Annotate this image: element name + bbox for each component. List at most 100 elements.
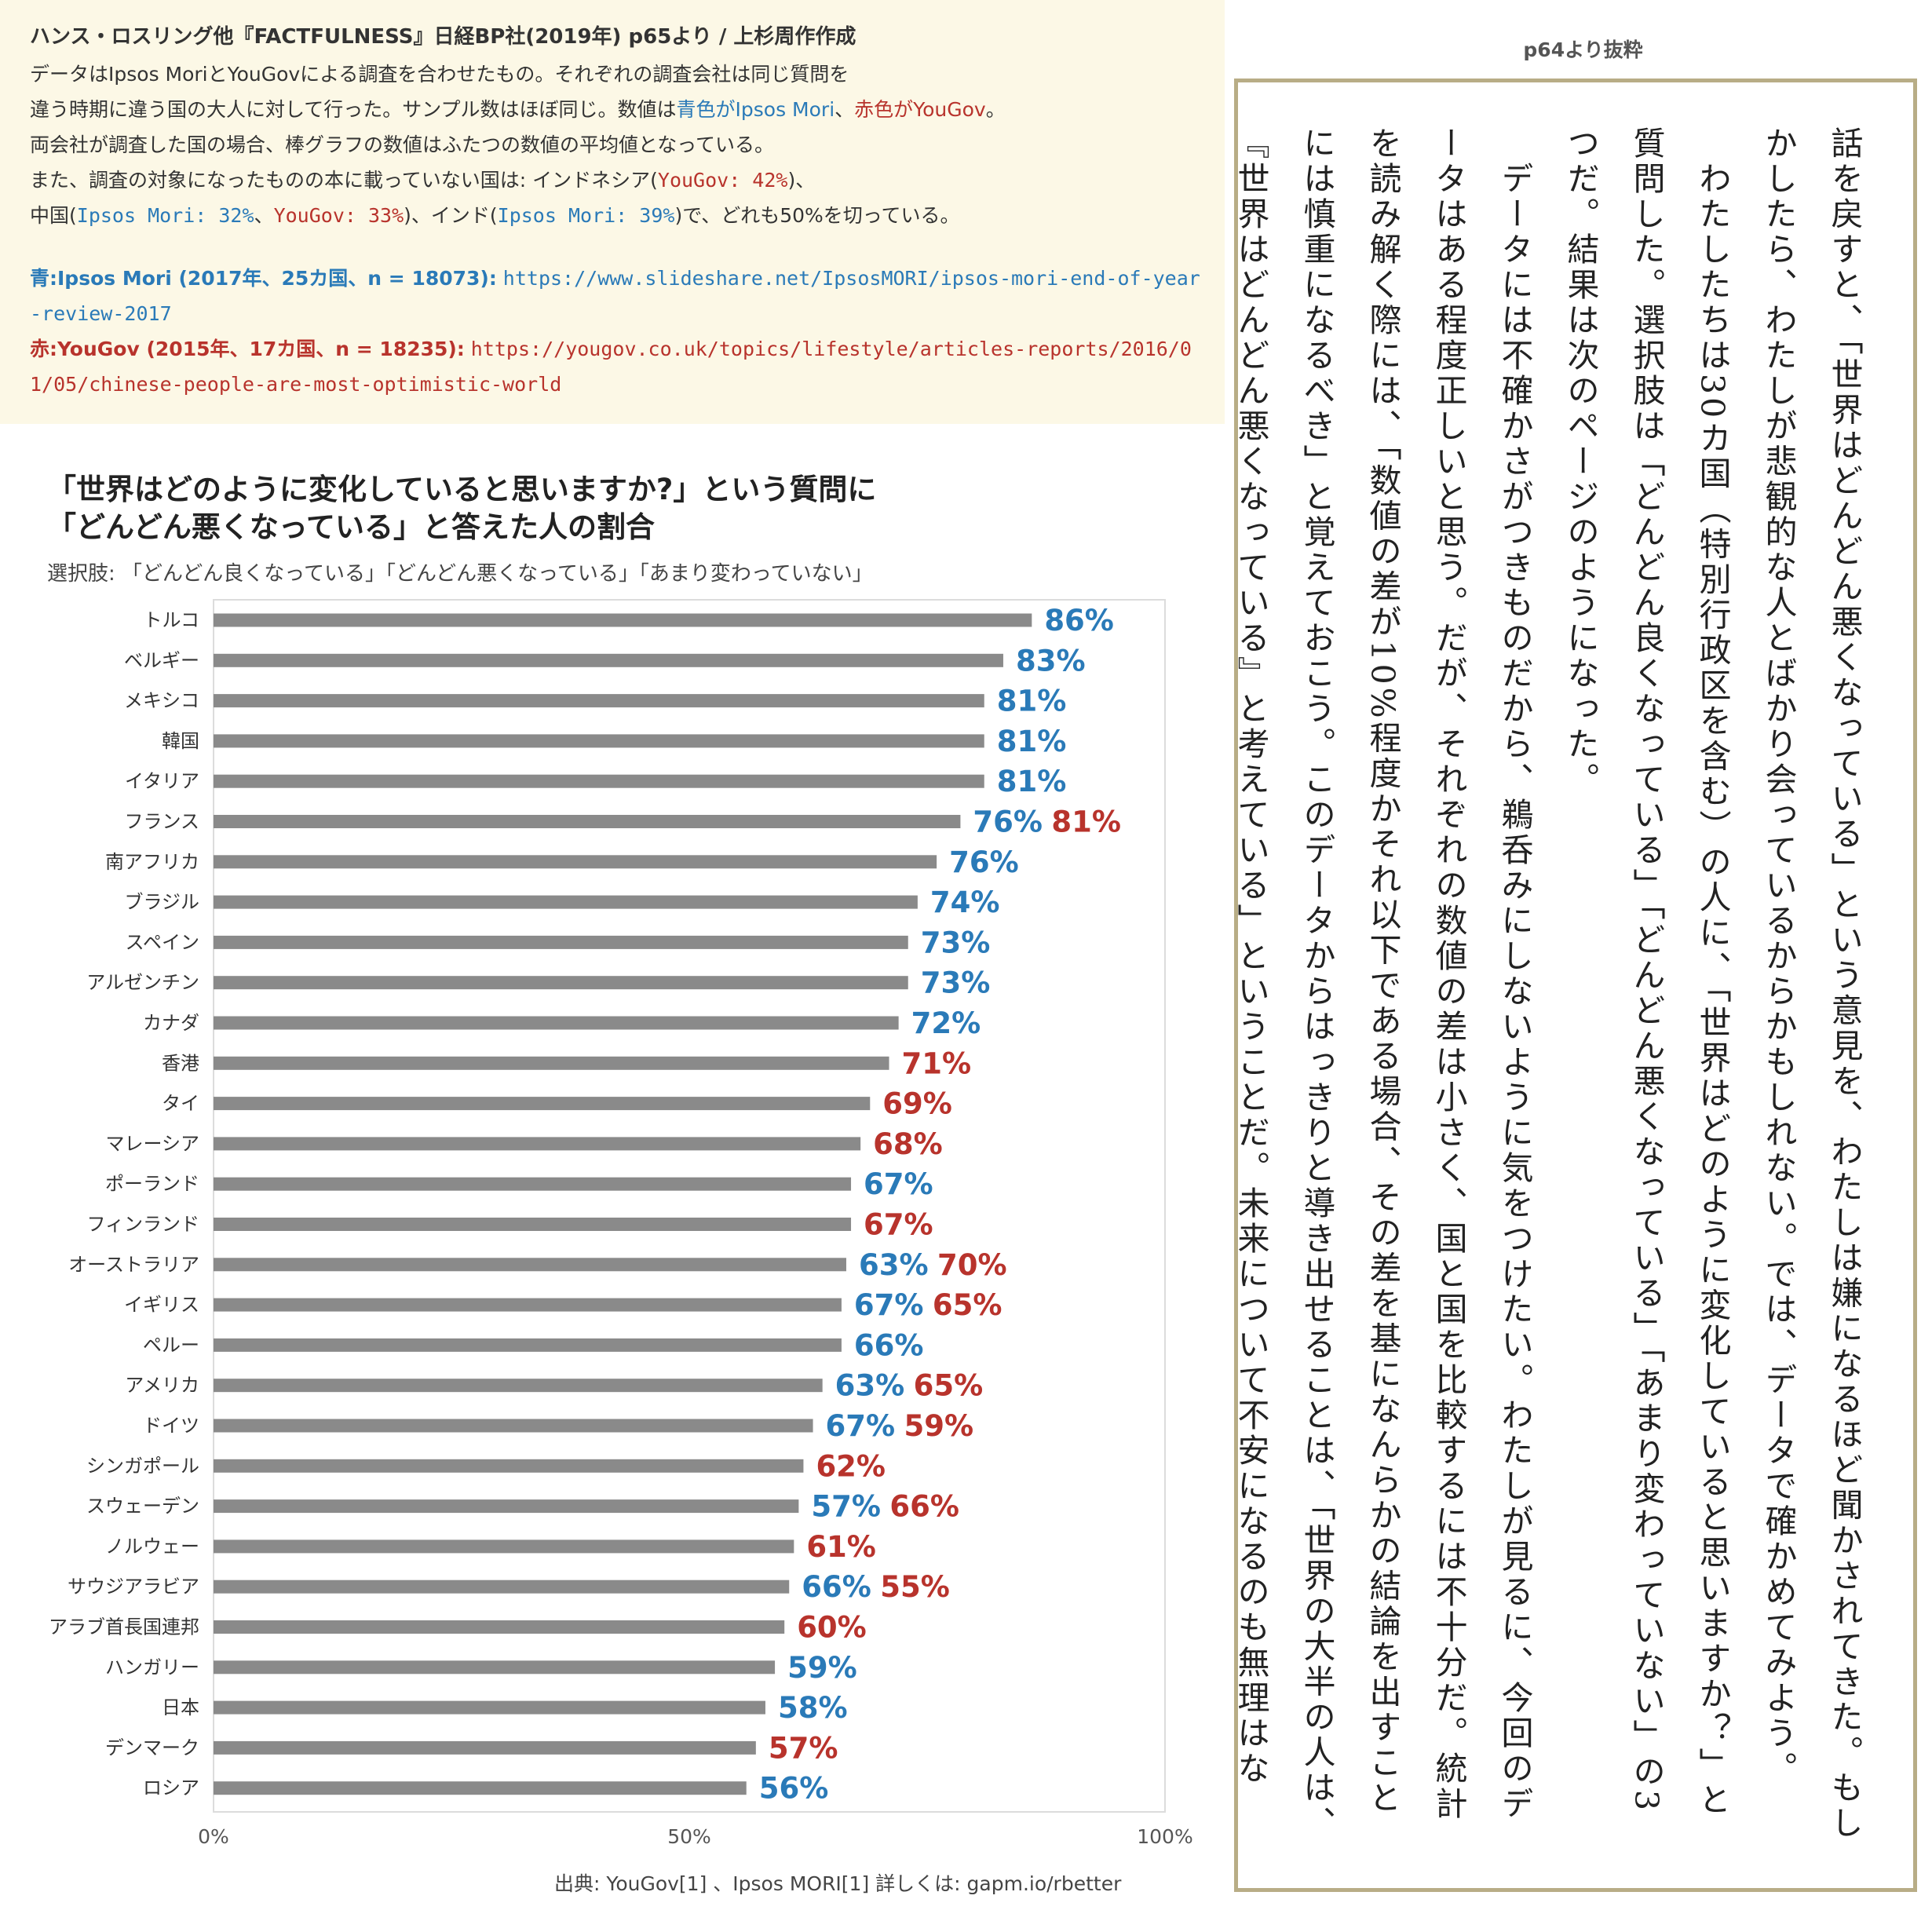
bar — [214, 1459, 804, 1473]
category-label: ベルギー — [124, 649, 199, 671]
data-label: 76% — [949, 845, 1019, 879]
chart-footer: 出典: YouGov[1] 、Ipsos MORI[1] 詳しくは: gapm.… — [554, 1872, 1122, 1895]
source-ipsos-link[interactable]: https://www.slideshare.net/IpsosMORI/ips… — [30, 267, 1200, 325]
note-text: 違う時期に違う国の大人に対して行った。サンプル数はほぼ同じ。数値は — [30, 98, 677, 121]
data-label: 56% — [759, 1772, 829, 1806]
bar — [214, 1700, 765, 1715]
category-label: シンガポール — [86, 1455, 199, 1477]
data-label: 69% — [882, 1087, 952, 1121]
x-tick-label: 50% — [667, 1825, 711, 1848]
survey-note: データはIpsos MoriとYouGovによる調査を合わせたもの。それぞれの調… — [30, 57, 1207, 233]
data-label: 81% — [997, 685, 1067, 718]
note-ipsos-value: Ipsos Mori: 32% — [76, 204, 254, 227]
data-label: 72% — [911, 1006, 981, 1040]
x-tick-label: 100% — [1137, 1825, 1192, 1848]
bar — [214, 855, 937, 869]
data-label: 57% — [811, 1490, 881, 1524]
bar — [214, 1258, 846, 1272]
note-text: )で、どれも50%を切っている。 — [674, 204, 960, 227]
category-label: ノルウェー — [105, 1536, 199, 1558]
credit-line: ハンス・ロスリング他『FACTFULNESS』日経BP社(2019年) p65よ… — [30, 25, 856, 49]
data-label: 59% — [787, 1651, 857, 1685]
data-label: 66% — [854, 1328, 924, 1362]
bar — [214, 1056, 889, 1070]
chart-title-line1: 「世界はどのように変化していると思いますか?」という質問に — [47, 473, 877, 506]
bar — [214, 1097, 871, 1111]
note-line: 違う時期に違う国の大人に対して行った。サンプル数はほぼ同じ。数値は青色がIpso… — [30, 92, 1207, 127]
data-label: 63% — [835, 1369, 905, 1403]
category-label: アルゼンチン — [86, 972, 199, 994]
category-label: ロシア — [143, 1777, 199, 1799]
note-ipsos-label: 青色がIpsos Mori — [676, 98, 835, 121]
note-yougov-label: 赤色がYouGov — [854, 98, 986, 121]
note-text: 。 — [985, 98, 1006, 121]
source-yougov: 赤:YouGov (2015年、17カ国、n = 18235): https:/… — [30, 331, 1207, 402]
category-label: トルコ — [143, 609, 199, 631]
bar — [214, 1016, 899, 1030]
chart-title: 「世界はどのように変化していると思いますか?」という質問に 「どんどん悪くなって… — [47, 471, 1178, 546]
bar — [214, 1298, 842, 1312]
bar — [214, 976, 908, 990]
data-label: 73% — [921, 966, 991, 1000]
category-label: イギリス — [124, 1294, 199, 1316]
category-label: オーストラリア — [68, 1254, 199, 1276]
data-label: 73% — [921, 926, 991, 959]
category-label: マレーシア — [105, 1133, 199, 1155]
data-label: 67% — [826, 1409, 896, 1443]
chart-title-line2: 「どんどん悪くなっている」と答えた人の割合 — [47, 510, 656, 544]
data-label: 57% — [769, 1731, 838, 1765]
note-line: 中国(Ipsos Mori: 32%、YouGov: 33%)、インド(Ipso… — [30, 198, 1207, 233]
sources: 青:Ipsos Mori (2017年、25カ国、n = 18073): htt… — [30, 261, 1207, 402]
bar — [214, 1499, 799, 1514]
category-label: ブラジル — [124, 891, 199, 913]
category-label: アラブ首長国連邦 — [49, 1616, 199, 1638]
source-yougov-link[interactable]: https://yougov.co.uk/topics/lifestyle/ar… — [30, 338, 1192, 396]
bar — [214, 935, 908, 949]
bar — [214, 1539, 794, 1554]
data-label: 63% — [859, 1248, 929, 1282]
data-label: 83% — [1016, 644, 1086, 677]
category-label: 日本 — [162, 1696, 199, 1718]
category-label: 韓国 — [162, 730, 199, 752]
note-line: 両会社が調査した国の場合、棒グラフの数値はふたつの数値の平均値となっている。 — [30, 127, 1207, 163]
category-label: デンマーク — [105, 1737, 199, 1759]
note-yougov-value: YouGov: 33% — [273, 204, 404, 227]
data-label: 60% — [797, 1611, 867, 1645]
data-label: 62% — [816, 1449, 886, 1483]
data-label: 55% — [880, 1570, 950, 1604]
data-label: 59% — [904, 1409, 974, 1443]
data-label: 86% — [1044, 604, 1114, 637]
bar-chart: 0% 50% 100% トルコ 86% ベルギー 83% メキシコ 81% 韓国 81% イタリア 81… — [49, 599, 1193, 1848]
data-label: 68% — [873, 1127, 943, 1161]
data-label: 71% — [902, 1046, 972, 1080]
data-label: 70% — [937, 1248, 1007, 1282]
bar — [214, 694, 984, 708]
category-label: カナダ — [143, 1012, 199, 1034]
category-label: メキシコ — [124, 690, 199, 712]
excerpt-title: p64より抜粋 — [1523, 38, 1643, 61]
bar — [214, 734, 984, 748]
category-label: 南アフリカ — [105, 851, 199, 873]
data-label: 61% — [806, 1530, 876, 1564]
note-text: 、 — [835, 98, 855, 121]
note-text: 両会社が調査した国の場合、棒グラフの数値はふたつの数値の平均値となっている。 — [30, 133, 775, 156]
bar — [214, 1177, 852, 1191]
category-label: タイ — [162, 1093, 199, 1115]
data-label: 81% — [997, 725, 1067, 758]
source-ipsos: 青:Ipsos Mori (2017年、25カ国、n = 18073): htt… — [30, 261, 1207, 331]
data-label: 67% — [864, 1208, 933, 1242]
source-ipsos-label: 青:Ipsos Mori (2017年、25カ国、n = 18073): — [30, 267, 497, 290]
note-text: データはIpsos MoriとYouGovによる調査を合わせたもの。それぞれの調… — [30, 63, 849, 86]
note-text: 中国( — [30, 204, 77, 227]
data-label: 81% — [997, 765, 1067, 798]
bar — [214, 1740, 756, 1755]
category-label: ハンガリー — [105, 1656, 199, 1678]
bar — [214, 1580, 790, 1594]
bar — [214, 815, 961, 828]
category-label: スペイン — [126, 931, 199, 953]
note-ipsos-value: Ipsos Mori: 39% — [497, 204, 675, 227]
category-label: アメリカ — [125, 1375, 199, 1397]
plot-frame — [213, 599, 1166, 1813]
note-line: データはIpsos MoriとYouGovによる調査を合わせたもの。それぞれの調… — [30, 57, 1207, 92]
bar — [214, 1660, 776, 1675]
